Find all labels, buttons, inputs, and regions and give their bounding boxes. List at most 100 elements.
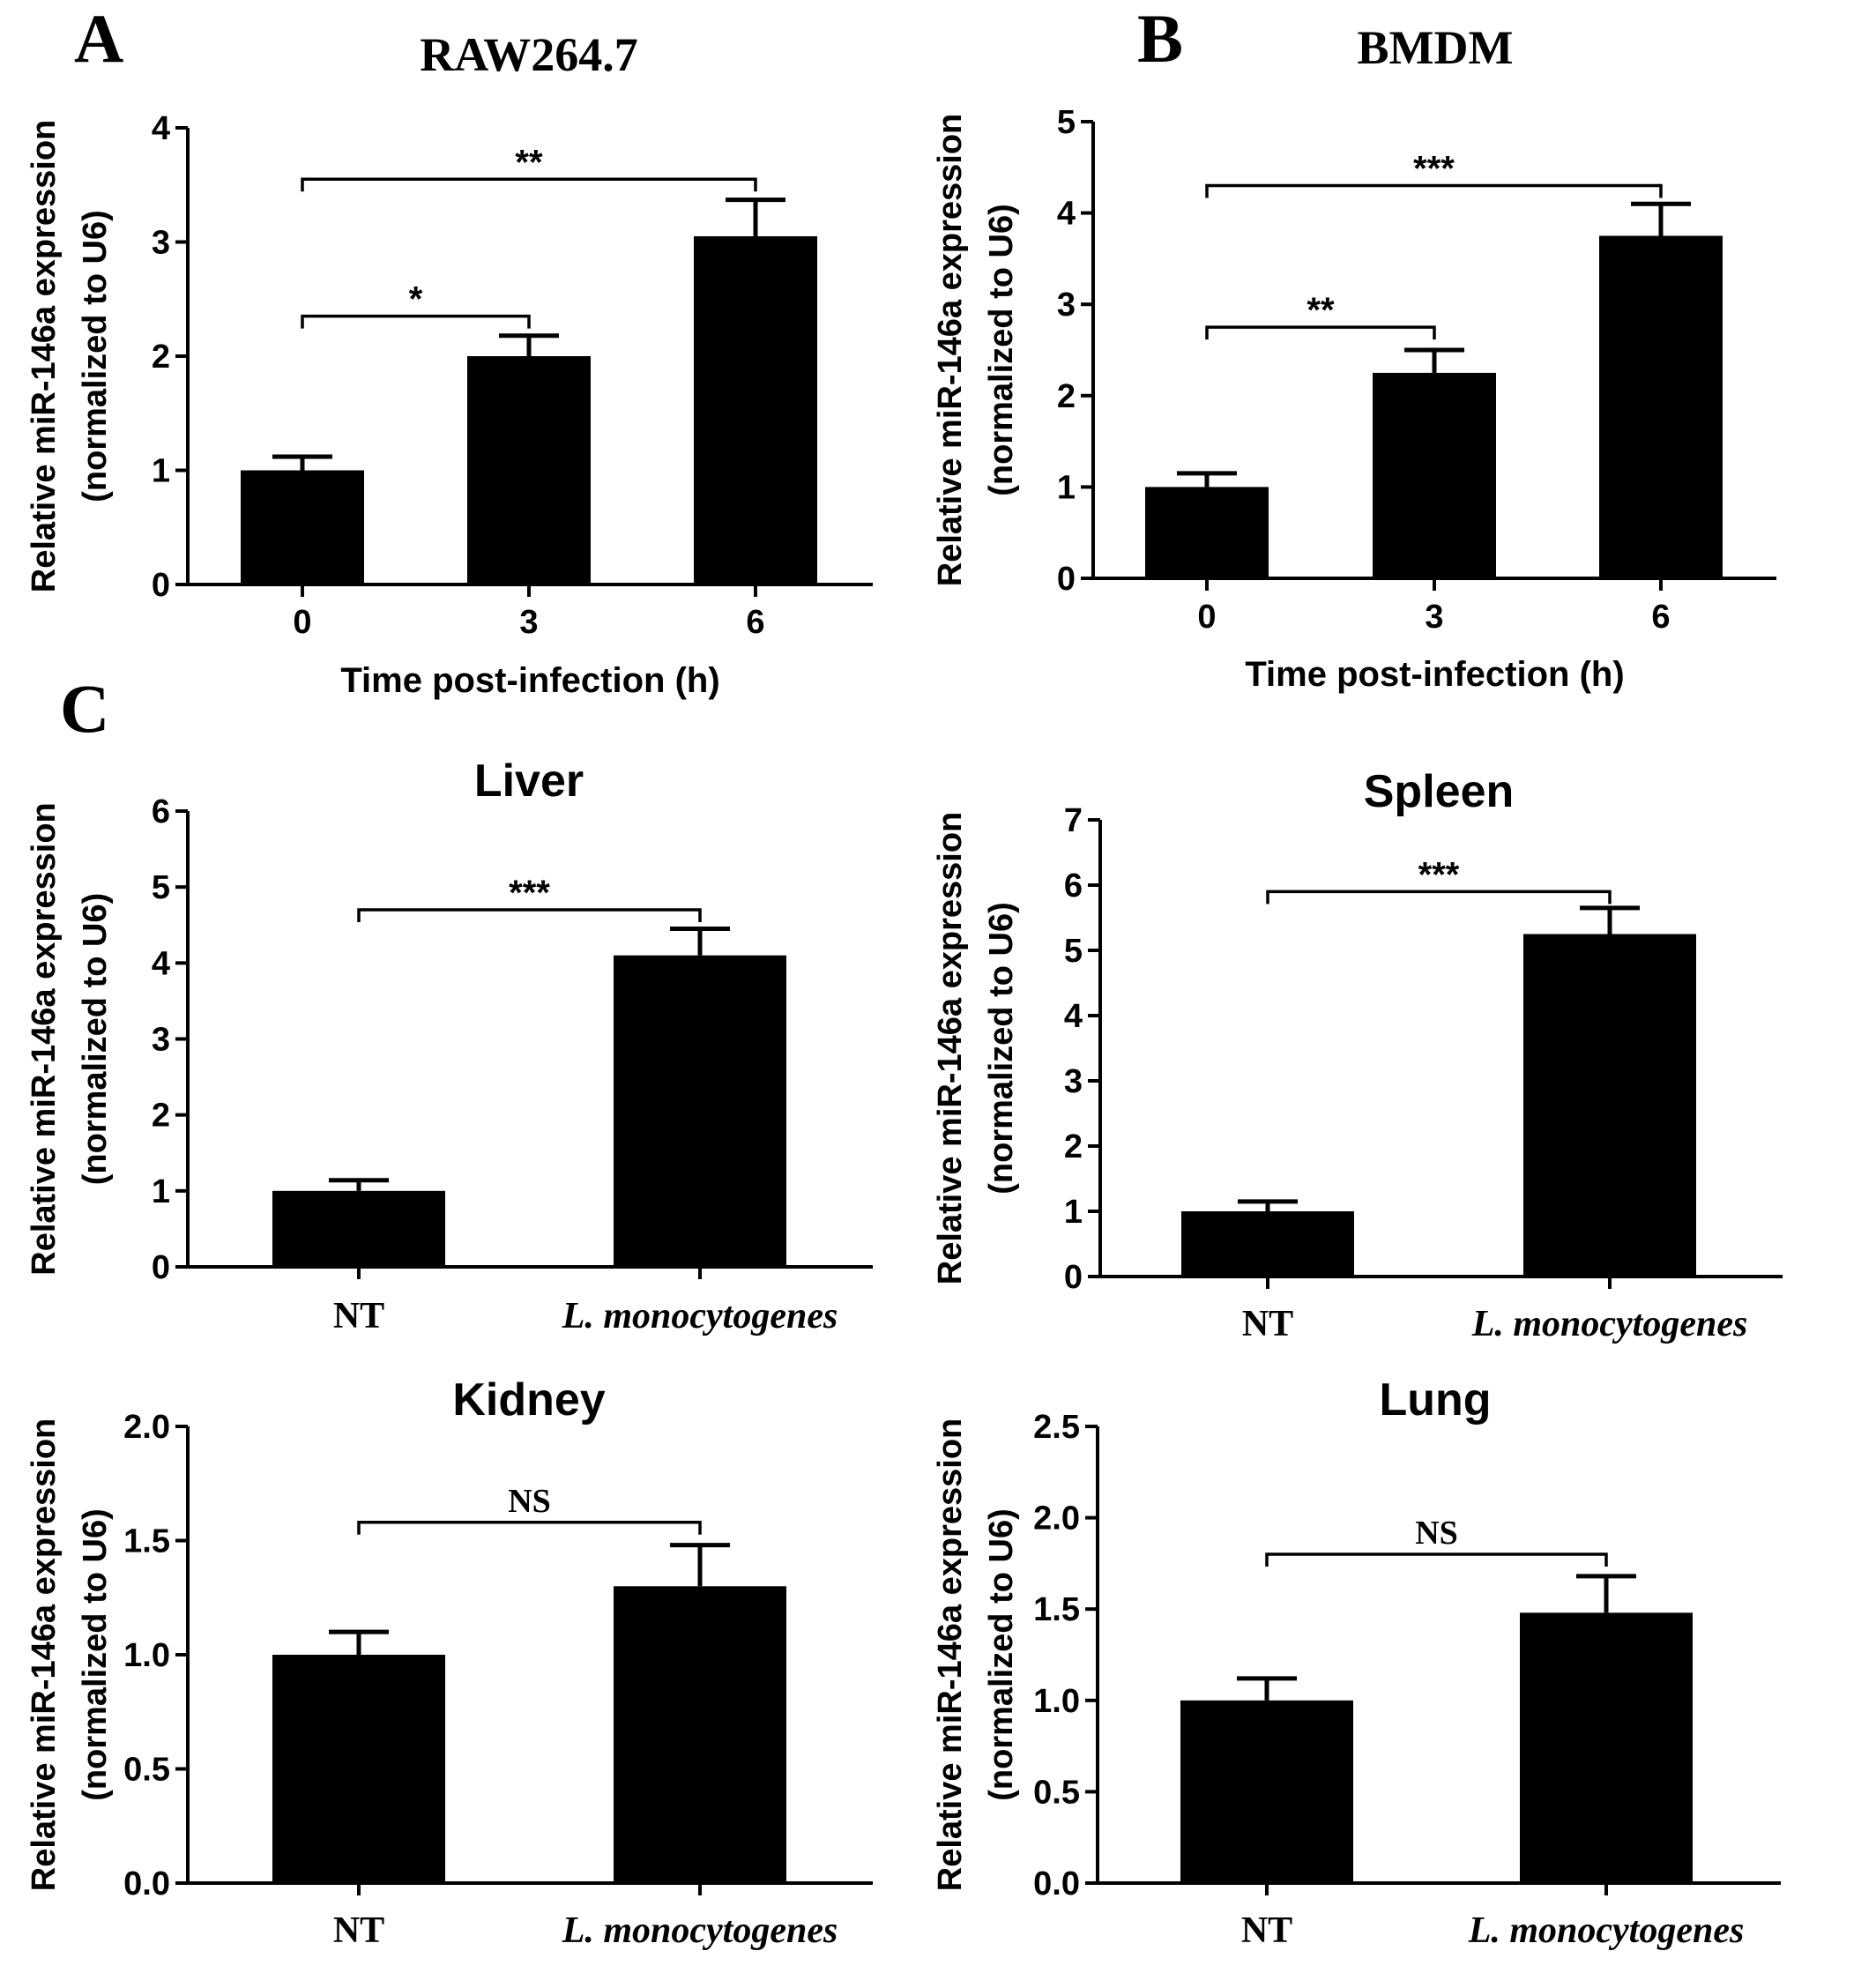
y-tick-label: 3	[152, 225, 170, 262]
y-tick-label: 0.5	[123, 1752, 170, 1789]
charts-container: RAW264.7 0 1 2 3 4 Relative miR-146a expressio…	[26, 21, 1783, 1951]
significance-label-1: ***	[1413, 150, 1455, 189]
y-axis-label-sub: (normalized to U6)	[983, 902, 1020, 1194]
bar-1	[1523, 934, 1696, 1277]
panel-letter-a: A	[74, 0, 123, 77]
bar-0	[1145, 487, 1269, 578]
x-category-label: 6	[1651, 599, 1670, 636]
y-tick-label: 3	[1057, 287, 1076, 324]
y-tick-label: 6	[152, 793, 170, 830]
y-tick-label: 2.0	[123, 1409, 170, 1446]
y-axis-label: Relative miR-146a expression	[26, 1418, 63, 1892]
y-tick-label: 5	[152, 869, 170, 906]
x-axis-label: Time post-infection (h)	[340, 661, 719, 700]
y-tick-label: 7	[1064, 802, 1083, 839]
y-axis-label-sub: (normalized to U6)	[77, 1508, 114, 1800]
chart-kidney: Kidney 0.0 0.5 1.0 1.5 2.0 Relative miR-146a e…	[26, 1374, 873, 1951]
y-tick-label: 2	[1057, 378, 1076, 415]
significance-label-0: ***	[1418, 855, 1460, 894]
y-axis-label: Relative miR-146a expression	[932, 114, 969, 587]
bar-2	[1599, 235, 1723, 578]
panel-letter-c: C	[60, 670, 109, 747]
y-tick-label: 2	[1064, 1128, 1083, 1165]
chart-title: BMDM	[1358, 21, 1514, 74]
y-tick-label: 4	[152, 110, 170, 147]
bar-0	[1181, 1211, 1354, 1277]
chart-liver: Liver 0 1 2 3 4 5 6 Relative miR-146a expression…	[26, 756, 873, 1336]
y-tick-label: 2.0	[1033, 1500, 1080, 1537]
y-tick-label: 0	[152, 1249, 170, 1286]
significance-label-0: *	[409, 280, 423, 319]
x-category-label: 3	[519, 604, 538, 641]
chart-raw: RAW264.7 0 1 2 3 4 Relative miR-146a expressio…	[26, 28, 873, 700]
y-tick-label: 3	[1064, 1063, 1083, 1100]
x-category-label: 6	[746, 604, 764, 641]
y-tick-label: 0.0	[1033, 1865, 1080, 1902]
significance-label-0: NS	[508, 1483, 551, 1520]
chart-title: Lung	[1379, 1374, 1491, 1426]
chart-title: Spleen	[1364, 766, 1515, 817]
x-category-label: 3	[1425, 599, 1443, 636]
x-category-label: L. monocytogenes	[1468, 1910, 1745, 1951]
x-category-label: L. monocytogenes	[562, 1910, 838, 1951]
y-tick-label: 5	[1064, 933, 1083, 970]
y-tick-label: 1	[152, 453, 170, 490]
significance-label-0: NS	[1415, 1515, 1458, 1552]
bar-1	[1373, 372, 1496, 578]
bar-0	[241, 470, 364, 584]
y-tick-label: 1	[152, 1173, 170, 1210]
y-tick-label: 0	[1064, 1259, 1083, 1296]
significance-bracket-0	[1266, 890, 1612, 905]
y-tick-label: 0	[1057, 561, 1076, 598]
significance-bracket-0	[301, 314, 531, 329]
chart-bmdm: BMDM 0 1 2 3 4 5 Relative miR-146a expression (n…	[932, 21, 1776, 694]
y-tick-label: 2	[152, 1098, 170, 1135]
significance-bracket-0	[1205, 325, 1436, 340]
significance-bracket-0	[357, 1521, 702, 1535]
x-category-label: L. monocytogenes	[1471, 1304, 1748, 1344]
y-tick-label: 5	[1057, 104, 1076, 141]
panel-letter-b: B	[1137, 0, 1183, 77]
y-axis-label-sub: (normalized to U6)	[983, 1508, 1020, 1800]
significance-bracket-0	[357, 908, 702, 923]
bar-1	[614, 955, 786, 1267]
chart-title: RAW264.7	[420, 28, 638, 81]
y-axis-label-sub: (normalized to U6)	[77, 210, 114, 502]
y-axis-label-sub: (normalized to U6)	[77, 893, 114, 1185]
significance-bracket-1	[301, 177, 757, 192]
significance-label-0: **	[1306, 291, 1335, 330]
y-axis-label-sub: (normalized to U6)	[983, 204, 1020, 495]
bar-1	[1520, 1612, 1693, 1883]
y-tick-label: 0	[152, 567, 170, 604]
y-tick-label: 1.0	[123, 1637, 170, 1674]
x-category-label: NT	[1242, 1304, 1293, 1344]
y-tick-label: 1.5	[123, 1523, 170, 1560]
y-tick-label: 3	[152, 1022, 170, 1059]
y-tick-label: 4	[1064, 998, 1083, 1035]
y-axis-label: Relative miR-146a expression	[26, 120, 63, 593]
y-tick-label: 1	[1064, 1194, 1083, 1231]
y-tick-label: 6	[1064, 867, 1083, 905]
y-axis-label: Relative miR-146a expression	[932, 812, 969, 1285]
bar-1	[467, 356, 591, 584]
x-category-label: L. monocytogenes	[562, 1296, 838, 1336]
chart-spleen: Spleen 0 1 2 3 4 5 6 7 Relative miR-146a expressi…	[932, 766, 1783, 1344]
chart-lung: Lung 0.0 0.5 1.0 1.5 2.0 2.5 Relative miR-146a …	[932, 1374, 1781, 1951]
y-axis-label: Relative miR-146a expression	[932, 1418, 969, 1892]
x-category-label: NT	[1241, 1910, 1292, 1951]
x-category-label: NT	[333, 1296, 384, 1336]
y-tick-label: 4	[1057, 196, 1076, 233]
x-category-label: 0	[293, 604, 311, 641]
x-category-label: 0	[1197, 599, 1216, 636]
y-tick-label: 1.0	[1033, 1683, 1080, 1720]
bar-0	[272, 1655, 445, 1883]
y-tick-label: 1	[1057, 469, 1076, 506]
x-axis-label: Time post-infection (h)	[1245, 655, 1624, 694]
y-tick-label: 1.5	[1033, 1591, 1080, 1628]
y-tick-label: 0.0	[123, 1865, 170, 1902]
significance-bracket-1	[1205, 183, 1663, 198]
y-tick-label: 0.5	[1033, 1774, 1080, 1811]
bar-1	[614, 1586, 786, 1883]
y-axis-label: Relative miR-146a expression	[26, 802, 63, 1276]
